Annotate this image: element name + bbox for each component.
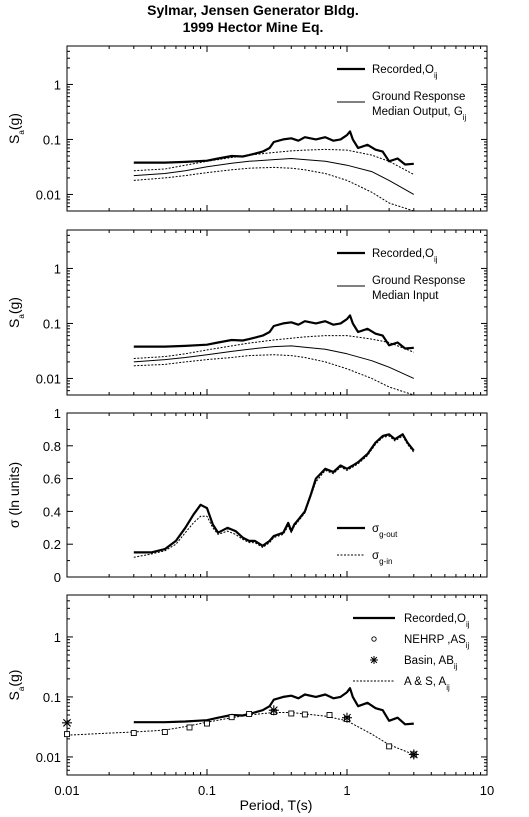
legend-label: Median Output, Gij — [372, 106, 467, 122]
x-tick-label: 10 — [480, 783, 494, 798]
square-marker — [228, 714, 235, 721]
square-marker — [186, 724, 193, 731]
legend-label: Recorded,Oij — [372, 64, 438, 80]
panel-3: 0 0.2 0.4 0.6 0.8 1 σ (ln units) σg-out σg-in — [6, 406, 488, 585]
y-tick-label: 0 — [54, 570, 61, 585]
plot-frame — [66, 594, 488, 776]
y-axis-label: Sa(g) — [6, 670, 26, 701]
series-line-3 — [133, 335, 414, 359]
square-marker — [204, 720, 210, 727]
plot-frame — [66, 412, 488, 578]
y-tick-label: 0.1 — [43, 690, 61, 705]
y-tick-label: 0.01 — [36, 371, 61, 386]
y-tick-label: 0.2 — [43, 537, 61, 552]
y-tick-label: 0.01 — [36, 750, 61, 765]
series-line-2 — [133, 435, 415, 558]
series-line-2 — [133, 158, 415, 195]
panel-1: 0.01 0.1 1 Sa(g) Recorded,Oij Ground Response… — [6, 45, 488, 212]
star-marker — [268, 705, 279, 716]
series-line-3 — [133, 148, 415, 175]
y-tick-label: 0.01 — [36, 187, 61, 202]
star-marker — [342, 712, 352, 723]
series-line-1 — [133, 433, 415, 554]
y-axis-label: σ (ln units) — [6, 462, 22, 528]
series-line-1 — [133, 314, 414, 350]
x-tick-label: 0.01 — [54, 783, 79, 798]
panels: 0.01 0.1 1 Sa(g) Recorded,Oij Ground Response… — [6, 45, 494, 798]
y-axis-label: Sa(g) — [6, 297, 26, 328]
legend: Recorded,Oij NEHRP ,ASij Basin, ABij A & S,… — [353, 613, 470, 692]
y-tick-label: 0.4 — [43, 504, 61, 519]
y-tick-label: 1 — [54, 406, 61, 421]
square-marker — [246, 711, 253, 717]
series-line-1 — [133, 130, 414, 166]
y-tick-label: 1 — [54, 77, 61, 92]
panel-2: 0.01 0.1 1 Sa(g) Recorded,Oij Ground Response… — [6, 229, 488, 396]
title-line-1: Sylmar, Jensen Generator Bldg. — [147, 2, 359, 18]
panel-4: 0.01 0.1 1 0.01 0.1 1 10 Sa(g) Recorded,Oij NEHRP… — [6, 594, 494, 798]
plot-frame — [66, 45, 488, 212]
square-marker — [64, 731, 70, 738]
y-tick-label: 0.1 — [43, 132, 61, 147]
legend-label: Recorded,Oij — [372, 248, 438, 264]
legend-label: Ground Response — [372, 91, 465, 103]
square-marker — [301, 711, 308, 718]
legend-label: A & S, Aij — [404, 676, 450, 692]
legend-label: Basin, ABij — [404, 655, 458, 671]
legend-label: Ground Response — [372, 275, 465, 287]
square-marker — [326, 712, 333, 718]
x-axis-label: Period, T(s) — [240, 797, 313, 813]
legend-label: NEHRP ,ASij — [404, 634, 470, 650]
star-marker — [408, 749, 419, 760]
square-marker — [288, 710, 295, 717]
legend: Recorded,Oij Ground Response Median Output… — [337, 64, 467, 122]
title-line-2: 1999 Hector Mine Eq. — [183, 19, 324, 35]
y-tick-label: 1 — [54, 261, 61, 276]
x-tick-label: 0.1 — [198, 783, 216, 798]
y-tick-label: 0.6 — [43, 472, 61, 487]
square-marker — [130, 730, 137, 737]
legend-circle-marker — [371, 636, 377, 642]
legend: σg-out σg-in — [337, 523, 398, 566]
series-line-2 — [133, 345, 415, 379]
x-tick-label: 1 — [343, 783, 350, 798]
y-tick-label: 1 — [54, 630, 61, 645]
y-axis-label: Sa(g) — [6, 113, 26, 144]
series-line-4 — [133, 166, 414, 212]
legend-star-marker — [370, 656, 378, 664]
star-marker — [62, 717, 72, 728]
legend-label: σg-in — [372, 550, 392, 566]
y-tick-label: 0.1 — [43, 316, 61, 331]
legend: Recorded,Oij Ground Response Median Input — [337, 248, 465, 302]
plot-frame — [66, 229, 488, 396]
legend-label: Recorded,Oij — [404, 613, 470, 629]
y-tick-label: 0.8 — [43, 439, 61, 454]
legend-label: Median Input — [372, 290, 439, 302]
square-marker — [161, 729, 168, 735]
series-line-2 — [66, 712, 414, 755]
square-marker — [386, 743, 393, 750]
legend-label: σg-out — [372, 523, 398, 539]
